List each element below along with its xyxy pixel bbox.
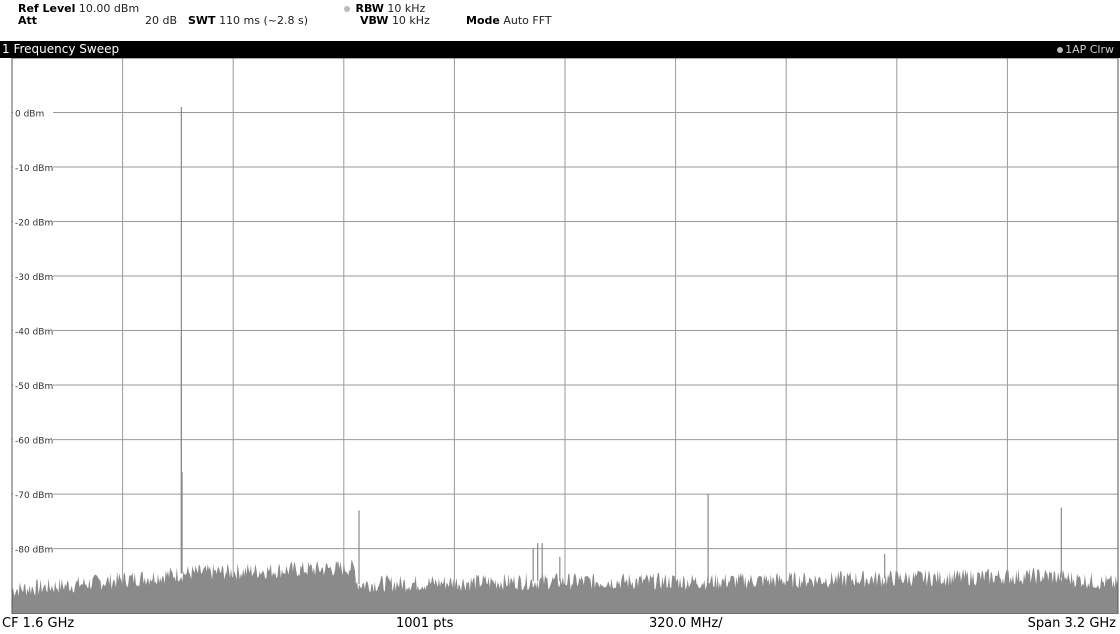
y-tick-label-bg: [13, 215, 53, 228]
ref-level-label: Ref Level: [18, 2, 76, 15]
att-label: Att: [18, 14, 38, 27]
frequency-per-division: 320.0 MHz/: [649, 616, 723, 631]
spectrum-plot[interactable]: 0 dBm -10 dBm -20 dBm -30 dBm -40 dBm -50 dBm…: [0, 58, 1120, 614]
rbw-value: 10 kHz: [387, 2, 426, 15]
center-frequency: CF 1.6 GHz: [2, 616, 75, 631]
y-tick-label-bg: [13, 106, 53, 119]
y-tick-label: -30 dBm: [15, 273, 53, 283]
y-tick-label-bg: [13, 488, 53, 501]
mode-label: Mode: [466, 14, 500, 27]
mode-value: Auto FFT: [503, 14, 552, 27]
y-tick-label: 0 dBm: [15, 110, 44, 120]
header-bar: Ref Level 10.00 dBm Att 20 dB SWT 110 ms…: [0, 0, 1120, 41]
rbw-label: RBW: [355, 2, 384, 15]
footer-bar: CF 1.6 GHz 1001 pts 320.0 MHz/ Span 3.2 …: [0, 614, 1120, 634]
y-tick-label-bg: [13, 324, 53, 337]
y-tick-label: -70 dBm: [15, 491, 53, 501]
y-tick-label-bg: [13, 433, 53, 446]
rbw: RBW 10 kHz: [344, 2, 425, 15]
y-tick-label: -20 dBm: [15, 219, 53, 229]
vbw-value: 10 kHz: [391, 14, 430, 27]
y-tick-label: -50 dBm: [15, 382, 53, 392]
window-title-bar[interactable]: 1 Frequency Sweep 1AP Clrw: [0, 41, 1120, 58]
vertical-gridlines: [122, 58, 1008, 614]
ref-level-value: 10.00 dBm: [78, 2, 140, 15]
y-tick-label: -60 dBm: [15, 437, 53, 447]
swt-value: 110 ms (~2.8 s): [219, 14, 309, 27]
ref-level: Ref Level 10.00 dBm: [18, 2, 139, 15]
span: Span 3.2 GHz: [1027, 616, 1116, 631]
swt: SWT 110 ms (~2.8 s): [188, 14, 308, 27]
spectral-peaks: [180, 107, 1062, 584]
noise-floor-trace: [12, 559, 1118, 614]
rbw-coupled-icon: [344, 6, 350, 12]
mode: Mode Auto FFT: [466, 14, 552, 27]
y-tick-label-bg: [13, 270, 53, 283]
swt-label: SWT: [188, 14, 216, 27]
trace-label: 1AP Clrw: [1065, 43, 1114, 56]
horizontal-gridlines: [12, 112, 1118, 550]
att-value: 20 dB: [145, 14, 178, 27]
vbw: VBW 10 kHz: [360, 14, 430, 27]
y-tick-label: -10 dBm: [15, 164, 53, 174]
trace-dot-icon: [1057, 47, 1064, 53]
y-tick-label: -80 dBm: [15, 546, 53, 556]
vbw-label: VBW: [360, 14, 389, 27]
y-tick-label-bg: [13, 161, 53, 174]
y-tick-label-bg: [13, 379, 53, 392]
y-tick-labels: 0 dBm -10 dBm -20 dBm -30 dBm -40 dBm -50 dBm…: [13, 106, 53, 556]
y-tick-label-bg: [13, 542, 53, 555]
plot-border: [11, 58, 1119, 614]
y-tick-label: -40 dBm: [15, 328, 53, 338]
sweep-points: 1001 pts: [396, 616, 454, 631]
trace-indicator[interactable]: 1AP Clrw: [1057, 43, 1114, 56]
window-title: 1 Frequency Sweep: [2, 42, 120, 56]
